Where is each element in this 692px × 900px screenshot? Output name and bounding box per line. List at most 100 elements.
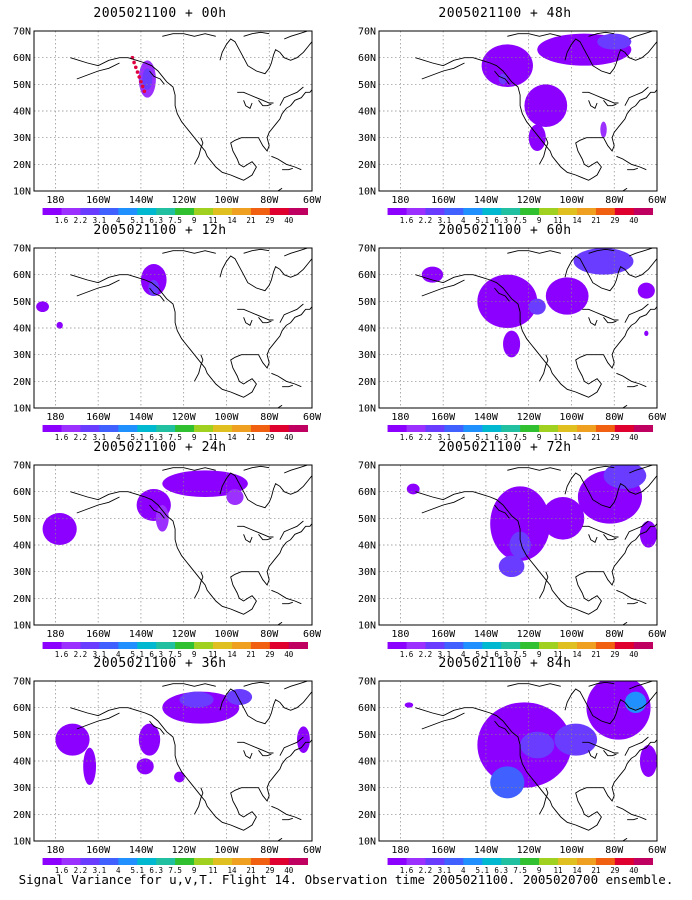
colorbar-level-label: 21 <box>591 433 600 442</box>
map-frame <box>378 680 658 842</box>
coastline <box>219 255 312 292</box>
panel-title: 2005021100 + 84h <box>438 656 572 671</box>
lat-tick-label: 70N <box>13 677 31 688</box>
coastline <box>276 837 283 841</box>
coastline <box>284 31 308 40</box>
coastline <box>507 250 561 254</box>
colorbar-swatch <box>576 858 597 865</box>
coastline <box>149 720 165 735</box>
lat-tick-label: 60N <box>13 487 31 498</box>
colorbar-swatch <box>42 425 62 432</box>
colorbar-swatch <box>231 642 252 649</box>
coastline <box>282 601 293 605</box>
colorbar-swatch <box>387 425 407 432</box>
lon-tick-label: 100W <box>214 845 239 856</box>
lat-tick-label: 70N <box>13 27 31 38</box>
colorbar-level-label: 1.6 <box>55 216 69 225</box>
lon-tick-label: 100W <box>559 412 584 423</box>
coastline <box>494 720 510 735</box>
coastline <box>624 736 649 756</box>
lat-tick-label: 60N <box>358 53 376 64</box>
colorbar-swatch <box>175 642 195 649</box>
colorbar-level-label: 40 <box>629 216 639 225</box>
colorbar-swatch <box>463 208 483 215</box>
colorbar-level-label: 6.3 <box>149 433 163 442</box>
coastline <box>621 404 628 408</box>
lon-tick-label: 60W <box>648 845 667 856</box>
coastline <box>588 750 598 759</box>
colorbar-swatch <box>614 425 635 432</box>
lat-tick-label: 40N <box>13 324 31 335</box>
coastline <box>258 750 272 757</box>
lat-tick-label: 70N <box>358 677 376 688</box>
lon-tick-label: 80W <box>605 845 624 856</box>
colorbar-swatch <box>406 642 426 649</box>
colorbar-swatch <box>463 425 483 432</box>
lon-tick-label: 180 <box>391 845 409 856</box>
colorbar-swatch <box>558 208 578 215</box>
lon-tick-label: 160W <box>86 412 111 423</box>
colorbar-level-label: 4 <box>116 650 121 659</box>
lon-tick-label: 80W <box>260 845 279 856</box>
colorbar-level-label: 14 <box>227 433 237 442</box>
colorbar-swatch <box>614 208 635 215</box>
variance-region <box>42 513 77 545</box>
coastline <box>243 681 270 687</box>
lon-tick-label: 100W <box>559 195 584 206</box>
colorbar-level-label: 2.2 <box>419 866 433 875</box>
lat-tick-label: 40N <box>13 757 31 768</box>
colorbar-swatch <box>482 425 502 432</box>
colorbar-level-label: 4 <box>461 216 466 225</box>
colorbar-level-label: 29 <box>265 433 274 442</box>
coastline <box>237 308 274 321</box>
coastline <box>616 589 647 605</box>
variance-region <box>138 723 161 756</box>
coastline <box>276 187 283 191</box>
coastline <box>415 491 657 615</box>
coastline <box>258 534 272 541</box>
coastline <box>70 57 312 181</box>
map-canvas: 70N 60N 50N 40N 30N 20N 10N 180 160W 140W 120W 100W… <box>13 677 322 876</box>
map-canvas: 70N 60N 50N 40N 30N 20N 10N 180 160W 140W 120W 100W… <box>358 461 667 660</box>
coastline <box>603 750 617 757</box>
lon-tick-label: 60W <box>303 845 322 856</box>
coastline <box>243 534 253 543</box>
colorbar-swatch <box>501 208 521 215</box>
coastline <box>70 707 312 831</box>
lat-tick-label: 70N <box>358 244 376 255</box>
colorbar-swatch <box>194 642 214 649</box>
colorbar-level-label: 11 <box>554 433 563 442</box>
colorbar-level-label: 40 <box>284 650 294 659</box>
colorbar-swatch <box>213 208 233 215</box>
lon-tick-label: 60W <box>648 195 667 206</box>
map-frame <box>378 30 658 192</box>
colorbar-level-label: 4 <box>461 433 466 442</box>
map-panel: 2005021100 + 24h 70N 60N 50N 40N 30N 20N 10N 180… <box>0 440 322 659</box>
lat-tick-label: 60N <box>358 270 376 281</box>
colorbar-swatch <box>288 425 309 432</box>
map-panel: 2005021100 + 48h 70N 60N 50N 40N 30N 20N 10N 180… <box>345 6 667 225</box>
colorbar-swatch <box>250 642 271 649</box>
map-panel: 2005021100 + 12h 70N 60N 50N 40N 30N 20N 10N 180… <box>0 223 322 442</box>
coastline <box>271 805 302 821</box>
colorbar-swatch <box>231 425 252 432</box>
colorbar-level-label: 21 <box>246 650 255 659</box>
variance-region <box>554 723 598 756</box>
coastline <box>629 248 653 257</box>
lon-tick-label: 160W <box>431 629 456 640</box>
map-frame <box>33 680 313 842</box>
variance-region <box>148 280 160 296</box>
colorbar-level-label: 29 <box>610 866 619 875</box>
coastline <box>282 384 293 388</box>
colorbar-swatch <box>288 208 309 215</box>
lon-tick-label: 60W <box>303 412 322 423</box>
variance-region <box>528 124 546 151</box>
lon-tick-label: 160W <box>431 195 456 206</box>
colorbar-swatch <box>156 858 176 865</box>
colorbar-swatch <box>406 858 426 865</box>
colorbar-swatch <box>213 642 233 649</box>
colorbar-level-label: 11 <box>554 216 563 225</box>
colorbar-swatch <box>558 642 578 649</box>
map-panel: 2005021100 + 36h 70N 60N 50N 40N 30N 20N 10N 180… <box>0 656 322 875</box>
colorbar-level-label: 3.1 <box>438 216 452 225</box>
